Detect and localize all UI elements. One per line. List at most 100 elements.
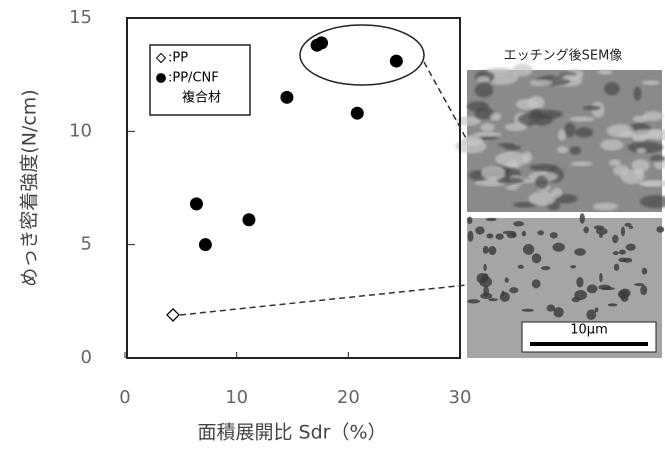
sem-texture: [632, 159, 650, 172]
sem-pore: [475, 226, 484, 234]
sem-pore: [480, 293, 492, 299]
sem-texture: [467, 101, 489, 111]
sem-pore: [596, 228, 608, 235]
marker: [199, 238, 212, 251]
sem-texture: [650, 155, 665, 162]
marker: [242, 213, 255, 226]
sem-texture: [569, 116, 595, 121]
sem-texture: [557, 146, 568, 153]
sem-pore: [553, 307, 563, 317]
sem-pore: [587, 284, 598, 293]
y-tick-label: 5: [81, 234, 92, 255]
sem-pore: [505, 277, 509, 282]
sem-pore: [537, 230, 544, 235]
sem-pore: [541, 266, 550, 270]
sem-texture: [490, 113, 501, 121]
sem-pore: [486, 218, 497, 221]
sem-texture: [477, 76, 490, 84]
y-tick-label: 10: [69, 120, 92, 141]
sem-texture: [532, 110, 563, 120]
sem-texture: [523, 152, 533, 164]
sem-pore: [501, 291, 504, 297]
sem-pore: [486, 233, 493, 238]
sem-pore: [623, 258, 632, 263]
legend-label: :PP/CNF: [168, 71, 219, 86]
sem-pore: [467, 217, 472, 225]
x-tick-label: 30: [449, 387, 472, 408]
sem-pore: [612, 235, 618, 244]
sem-pore: [496, 233, 504, 239]
sem-images: [455, 64, 665, 358]
sem-pore: [583, 227, 589, 234]
sem-pore: [468, 231, 474, 242]
marker: [190, 197, 203, 210]
y-axis-label: めっき密着強度(N/cm): [19, 89, 41, 286]
sem-texture: [601, 139, 624, 150]
sem-pore: [503, 231, 516, 235]
sem-pore: [613, 251, 619, 255]
sem-pore: [522, 309, 534, 312]
x-axis-label: 面積展開比 Sdr（%）: [197, 422, 386, 444]
sem-texture: [633, 87, 641, 101]
marker: [390, 55, 403, 68]
sem-texture: [583, 106, 601, 111]
marker: [351, 107, 364, 120]
sem-pore: [522, 231, 526, 236]
sem-texture: [631, 129, 663, 138]
x-tick-label: 20: [337, 387, 360, 408]
sem-pore: [624, 223, 631, 227]
sem-pore: [523, 244, 534, 255]
sem-pore: [626, 244, 636, 251]
sem-pore: [586, 310, 596, 320]
sem-pore: [576, 277, 583, 287]
sem-texture: [609, 159, 621, 166]
sem-texture: [604, 82, 620, 95]
sem-texture: [486, 68, 511, 73]
sem-pore: [483, 246, 489, 254]
sem-pore: [621, 227, 625, 237]
highlight-ellipse: [300, 25, 424, 85]
sem-pore: [532, 279, 541, 288]
sem-pore: [608, 303, 618, 306]
sem-pore: [532, 253, 542, 263]
sem-pore: [488, 298, 498, 301]
sem-caption: エッチング後SEM像: [504, 49, 623, 64]
y-tick-label: 0: [81, 347, 92, 368]
y-tick-label: 15: [69, 7, 92, 28]
sem-pore: [550, 232, 558, 238]
sem-texture: [512, 64, 533, 77]
sem-texture: [593, 203, 618, 211]
sem-texture: [575, 127, 594, 137]
sem-texture: [562, 75, 583, 81]
legend-note: 複合材: [182, 90, 221, 106]
sem-texture: [516, 99, 539, 110]
legend-label: :PP: [168, 51, 188, 66]
sem-texture: [497, 178, 524, 184]
sem-texture: [642, 80, 660, 85]
sem-texture: [529, 191, 556, 205]
sem-pore: [500, 292, 510, 302]
sem-pore: [467, 299, 480, 303]
sem-pore: [599, 273, 602, 282]
sem-pore: [640, 285, 647, 295]
sem-pore: [618, 290, 629, 299]
legend-marker: [156, 73, 166, 83]
sem-pore: [479, 276, 492, 287]
sem-texture: [530, 79, 553, 86]
sem-texture: [606, 124, 634, 137]
sem-pore: [614, 264, 619, 271]
sem-pore: [619, 250, 626, 255]
sem-pore: [509, 287, 518, 293]
marker: [167, 309, 179, 321]
leader-line: [180, 285, 467, 315]
chart: エッチング後SEM像 10μm 面積展開比 Sdr（%） めっき密着強度(N/c…: [0, 0, 665, 446]
sem-texture: [558, 129, 566, 140]
x-tick-label: 0: [119, 387, 130, 408]
sem-pore: [483, 264, 486, 272]
sem-pore: [513, 221, 524, 226]
sem-pore: [656, 226, 664, 233]
scale-label: 10μm: [570, 323, 607, 338]
marker: [315, 36, 328, 49]
sem-pore: [580, 213, 585, 224]
sem-texture: [597, 69, 612, 74]
